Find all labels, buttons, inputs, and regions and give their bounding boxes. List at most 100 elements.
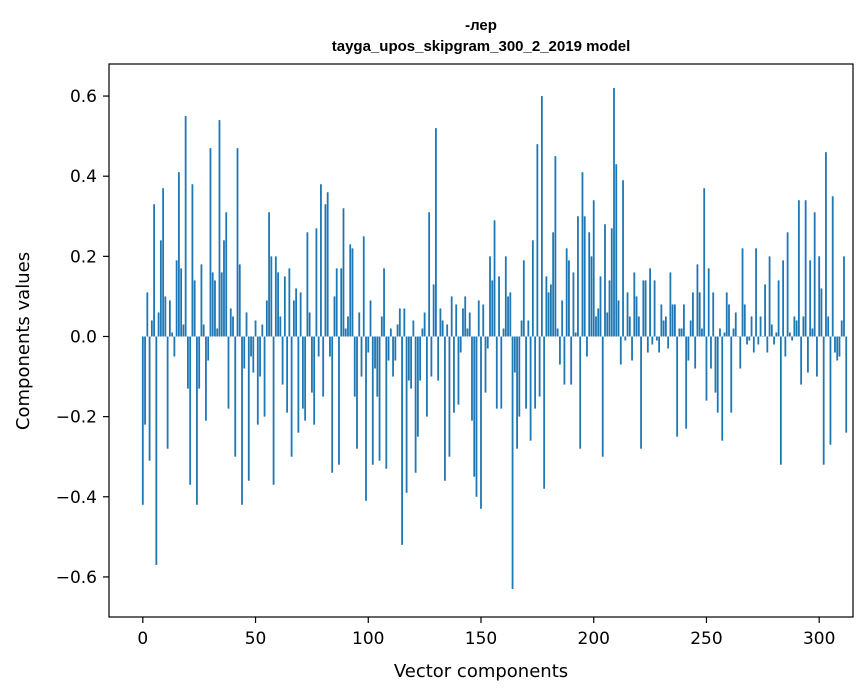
bar xyxy=(374,336,376,369)
bar xyxy=(655,336,658,341)
bar xyxy=(263,336,266,417)
bar xyxy=(480,336,482,509)
bar xyxy=(534,336,537,409)
bar xyxy=(468,312,471,337)
bar xyxy=(529,336,532,441)
bar xyxy=(304,336,307,421)
bar xyxy=(168,300,171,337)
bar xyxy=(207,336,210,361)
bar xyxy=(622,180,624,337)
bar xyxy=(818,256,821,337)
y-axis-label: Components values xyxy=(13,252,34,430)
bar xyxy=(766,336,769,353)
bar xyxy=(572,272,575,337)
bar xyxy=(193,280,196,337)
x-tick-label: 50 xyxy=(245,629,267,649)
bar xyxy=(493,220,496,337)
bar xyxy=(495,336,498,409)
bar xyxy=(807,336,809,373)
bar xyxy=(317,336,320,357)
bar xyxy=(365,336,367,501)
bar xyxy=(166,336,169,449)
bar xyxy=(689,320,692,337)
bar xyxy=(520,320,523,337)
bar xyxy=(608,280,611,337)
bar xyxy=(234,336,237,457)
bar xyxy=(669,272,672,337)
bar xyxy=(441,320,444,337)
bar xyxy=(320,184,322,337)
bar xyxy=(728,304,730,337)
bar xyxy=(795,320,798,337)
bar xyxy=(202,324,205,337)
bar xyxy=(784,336,787,357)
x-tick-label: 100 xyxy=(352,629,384,649)
bar xyxy=(604,224,606,337)
y-tick-label: −0.6 xyxy=(56,568,97,588)
bar xyxy=(685,336,688,429)
bar xyxy=(209,148,212,337)
bar xyxy=(590,256,593,337)
bar xyxy=(146,292,149,337)
bar xyxy=(414,336,417,473)
bar xyxy=(579,336,582,449)
bar xyxy=(486,336,489,349)
bar xyxy=(809,260,812,337)
bar xyxy=(653,280,656,337)
bar xyxy=(662,320,665,337)
bar xyxy=(511,336,514,589)
bar xyxy=(380,316,383,337)
bar xyxy=(238,264,241,337)
bar xyxy=(448,336,451,457)
bar xyxy=(813,212,816,337)
bar xyxy=(376,336,379,397)
bar xyxy=(624,336,627,341)
bar xyxy=(335,268,338,337)
bar xyxy=(559,336,561,365)
bar xyxy=(232,316,234,337)
bar xyxy=(245,312,248,337)
bar xyxy=(301,336,304,409)
bar xyxy=(162,188,165,337)
bar xyxy=(746,336,748,345)
bar xyxy=(292,300,295,337)
bar xyxy=(743,304,746,337)
bar xyxy=(401,336,403,545)
bar xyxy=(825,152,827,337)
bar xyxy=(182,324,185,337)
bar xyxy=(588,232,591,337)
bar xyxy=(223,240,225,337)
bar xyxy=(367,336,370,353)
bar xyxy=(482,304,485,337)
bar xyxy=(822,336,825,465)
x-tick-label: 150 xyxy=(465,629,497,649)
bar xyxy=(500,336,503,409)
bar xyxy=(383,268,385,337)
bar xyxy=(831,196,834,337)
bar xyxy=(545,276,548,337)
bar xyxy=(516,336,518,449)
bar xyxy=(349,244,352,337)
bar xyxy=(353,336,356,397)
bar xyxy=(229,308,232,337)
bar xyxy=(840,320,843,337)
bar xyxy=(615,164,618,337)
bar xyxy=(788,332,791,337)
bar xyxy=(484,336,487,393)
bar xyxy=(254,320,257,337)
bar xyxy=(549,284,552,337)
bar xyxy=(552,232,555,337)
x-tick-label: 200 xyxy=(578,629,610,649)
bar xyxy=(265,300,268,337)
bar xyxy=(290,336,293,457)
bar xyxy=(198,336,201,389)
y-tick-label: 0.6 xyxy=(70,87,97,107)
bar xyxy=(554,156,557,337)
bar xyxy=(750,316,753,337)
bar xyxy=(601,336,604,457)
bar xyxy=(797,200,800,337)
bar xyxy=(680,328,683,337)
bar xyxy=(791,336,794,341)
bar xyxy=(252,336,255,373)
bar xyxy=(466,328,469,337)
